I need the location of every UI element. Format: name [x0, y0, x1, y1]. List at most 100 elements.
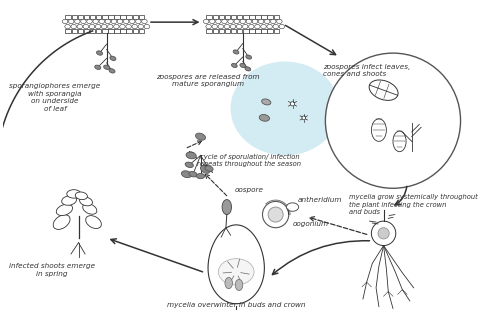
Ellipse shape [236, 279, 243, 291]
Bar [114, 29, 120, 33]
Ellipse shape [258, 19, 264, 24]
Ellipse shape [71, 24, 76, 29]
Ellipse shape [216, 19, 221, 24]
Ellipse shape [276, 19, 282, 24]
Ellipse shape [218, 259, 254, 285]
Bar [66, 29, 71, 33]
Bar [256, 15, 261, 18]
Ellipse shape [65, 24, 70, 29]
Bar [72, 29, 77, 33]
Ellipse shape [224, 24, 230, 29]
Ellipse shape [144, 24, 150, 29]
Bar [90, 15, 96, 18]
Ellipse shape [105, 19, 110, 24]
Bar [72, 15, 77, 18]
Ellipse shape [196, 173, 205, 179]
Ellipse shape [228, 19, 234, 24]
Ellipse shape [77, 24, 82, 29]
Bar [90, 29, 96, 33]
Bar [84, 15, 89, 18]
Ellipse shape [99, 19, 104, 24]
Bar [274, 29, 279, 33]
Bar [108, 29, 114, 33]
Bar [262, 29, 267, 33]
Ellipse shape [246, 19, 252, 24]
Ellipse shape [242, 24, 248, 29]
Bar [120, 15, 126, 18]
Ellipse shape [109, 69, 115, 73]
Bar [102, 29, 108, 33]
Ellipse shape [230, 24, 236, 29]
Bar [225, 29, 230, 33]
Ellipse shape [114, 24, 119, 29]
Bar [78, 15, 83, 18]
Ellipse shape [120, 24, 125, 29]
Bar [132, 29, 138, 33]
Ellipse shape [124, 19, 129, 24]
Bar [237, 29, 242, 33]
Ellipse shape [82, 203, 97, 214]
Ellipse shape [261, 24, 266, 29]
Ellipse shape [136, 19, 141, 24]
Ellipse shape [138, 24, 143, 29]
Bar [108, 15, 114, 18]
Text: sporangiophores emerge
with sporangia
on underside
of leaf: sporangiophores emerge with sporangia on… [10, 83, 101, 112]
Ellipse shape [102, 24, 107, 29]
Ellipse shape [93, 19, 98, 24]
Text: zoospores infect leaves,
cones and shoots: zoospores infect leaves, cones and shoot… [322, 64, 410, 77]
Ellipse shape [182, 171, 192, 178]
Ellipse shape [279, 24, 284, 29]
Ellipse shape [232, 64, 237, 68]
Circle shape [262, 202, 289, 228]
Ellipse shape [89, 24, 94, 29]
Ellipse shape [267, 24, 272, 29]
Text: cycle of sporulation/ infection
repeats throughout the season: cycle of sporulation/ infection repeats … [198, 154, 302, 167]
Ellipse shape [68, 19, 74, 24]
Bar [206, 29, 212, 33]
Ellipse shape [87, 19, 92, 24]
Bar [256, 29, 261, 33]
Bar [268, 29, 273, 33]
Text: oospore: oospore [234, 187, 264, 193]
Ellipse shape [80, 19, 86, 24]
Bar [212, 29, 218, 33]
Ellipse shape [225, 277, 232, 289]
Ellipse shape [393, 131, 406, 152]
Circle shape [268, 207, 283, 222]
Ellipse shape [111, 19, 116, 24]
Circle shape [378, 228, 389, 239]
Circle shape [290, 102, 294, 106]
Ellipse shape [96, 51, 102, 55]
Ellipse shape [86, 216, 102, 228]
Bar [268, 15, 273, 18]
Bar [96, 29, 102, 33]
Ellipse shape [222, 19, 227, 24]
Bar [243, 15, 248, 18]
Bar [249, 15, 254, 18]
Ellipse shape [118, 19, 123, 24]
Bar [138, 29, 144, 33]
Text: mycelia grow systemically throughout
the plant infecting the crown
and buds: mycelia grow systemically throughout the… [349, 194, 478, 215]
Ellipse shape [205, 166, 213, 171]
Ellipse shape [108, 24, 113, 29]
Ellipse shape [130, 19, 135, 24]
Ellipse shape [76, 192, 88, 200]
Circle shape [302, 116, 306, 120]
Bar [114, 15, 120, 18]
Ellipse shape [230, 62, 340, 156]
Bar [243, 29, 248, 33]
Ellipse shape [245, 67, 250, 71]
Ellipse shape [264, 19, 270, 24]
Bar [274, 15, 279, 18]
Bar [126, 29, 132, 33]
Bar [249, 29, 254, 33]
Ellipse shape [222, 200, 232, 214]
Bar [218, 15, 224, 18]
Ellipse shape [233, 50, 239, 54]
Ellipse shape [246, 55, 252, 59]
Ellipse shape [240, 19, 246, 24]
Ellipse shape [372, 119, 386, 141]
Text: mycelia overwinter in buds and crown: mycelia overwinter in buds and crown [167, 302, 306, 308]
Bar [132, 15, 138, 18]
Ellipse shape [62, 19, 68, 24]
